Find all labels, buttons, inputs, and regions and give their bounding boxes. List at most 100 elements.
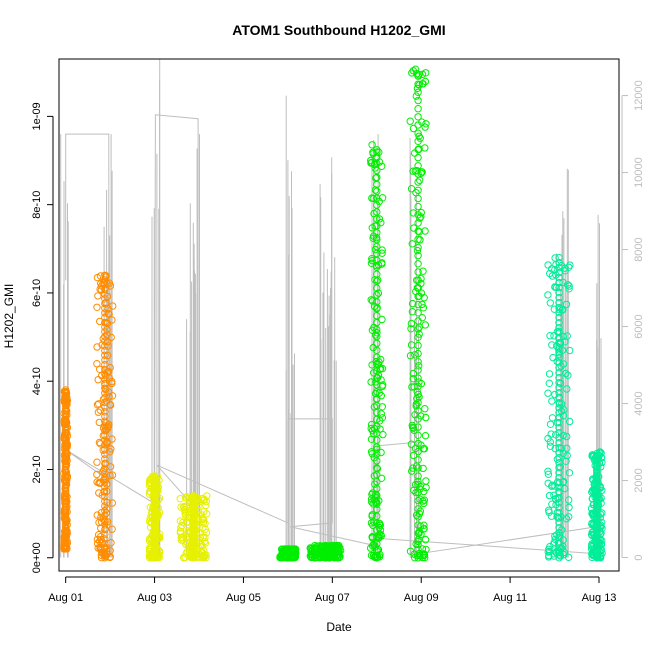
data-point — [555, 324, 563, 332]
data-point — [376, 526, 385, 534]
data-point — [61, 426, 70, 434]
data-point — [101, 318, 109, 327]
data-point — [544, 261, 552, 269]
data-point — [565, 469, 574, 477]
data-point — [406, 117, 414, 125]
data-point — [101, 507, 109, 515]
y2-tick-label: 4000 — [633, 391, 645, 415]
data-point — [414, 374, 422, 382]
data-point — [150, 472, 159, 480]
data-point — [377, 410, 385, 418]
data-point — [369, 489, 377, 497]
data-point — [560, 477, 568, 486]
data-point — [555, 434, 563, 442]
x-tick-label: Aug 07 — [315, 592, 350, 604]
data-point — [411, 480, 420, 489]
data-point — [373, 146, 381, 154]
data-point — [414, 153, 422, 162]
data-point — [544, 467, 552, 475]
data-point — [95, 418, 104, 427]
data-point — [545, 508, 553, 516]
y2-tick-label: 12000 — [633, 80, 645, 111]
data-point — [61, 537, 70, 545]
data-point — [416, 176, 424, 185]
data-point — [374, 289, 383, 297]
data-point — [372, 378, 380, 386]
data-point — [555, 359, 563, 367]
data-point — [414, 137, 422, 146]
data-point — [101, 426, 109, 435]
data-point — [101, 544, 109, 552]
data-point — [61, 441, 70, 450]
y2-tick-label: 10000 — [633, 157, 645, 188]
data-point — [407, 341, 416, 349]
data-point — [61, 386, 70, 394]
data-point — [414, 496, 422, 505]
data-point — [93, 470, 101, 479]
data-point — [61, 484, 70, 492]
data-point — [551, 532, 559, 540]
data-point — [555, 339, 563, 347]
data-point — [555, 288, 563, 297]
data-point — [101, 295, 109, 303]
data-point — [555, 394, 563, 402]
data-point — [61, 532, 70, 540]
data-point — [547, 512, 556, 520]
data-point — [555, 313, 563, 322]
data-point — [545, 545, 553, 553]
y-tick-label: 2e-10 — [31, 455, 43, 483]
data-point — [101, 309, 109, 317]
data-point — [61, 529, 70, 537]
data-point — [555, 379, 563, 387]
data-point — [555, 464, 563, 472]
data-point — [61, 471, 70, 479]
data-point — [373, 270, 381, 278]
data-point — [414, 80, 422, 88]
data-point — [414, 219, 422, 227]
data-point — [61, 415, 70, 423]
data-point — [414, 545, 422, 554]
data-point — [565, 513, 573, 521]
data-point — [555, 344, 563, 352]
data-point — [93, 343, 101, 351]
data-point — [101, 398, 109, 407]
data-point — [544, 548, 552, 556]
data-point — [562, 515, 571, 523]
data-point — [61, 465, 70, 474]
data-point — [369, 234, 377, 243]
data-point — [414, 186, 422, 195]
data-point — [373, 277, 381, 285]
data-point — [555, 499, 563, 507]
data-point — [61, 399, 70, 407]
data-point — [366, 544, 375, 552]
data-point — [373, 436, 381, 444]
data-point — [373, 187, 381, 196]
data-point — [555, 419, 563, 427]
data-point — [177, 503, 185, 511]
data-point — [544, 479, 552, 487]
data-point — [176, 517, 185, 525]
data-point — [101, 474, 109, 482]
data-point — [555, 349, 563, 357]
y2-tick-label: 8000 — [633, 237, 645, 261]
data-point — [373, 222, 381, 230]
data-point — [555, 374, 563, 382]
y-axis-label: H1202_GMI — [2, 284, 16, 349]
data-point — [415, 132, 423, 141]
data-point — [101, 271, 109, 279]
data-point — [544, 389, 552, 397]
data-point — [105, 388, 113, 396]
data-point — [367, 378, 375, 386]
data-point — [61, 428, 70, 437]
data-point — [93, 458, 101, 466]
data-point — [61, 479, 70, 487]
data-point — [101, 276, 109, 284]
data-point — [416, 482, 424, 490]
data-point — [61, 497, 70, 505]
data-point — [61, 516, 70, 524]
data-point — [61, 545, 70, 553]
data-point — [411, 351, 419, 359]
data-point — [198, 549, 206, 557]
data-point — [378, 403, 386, 411]
